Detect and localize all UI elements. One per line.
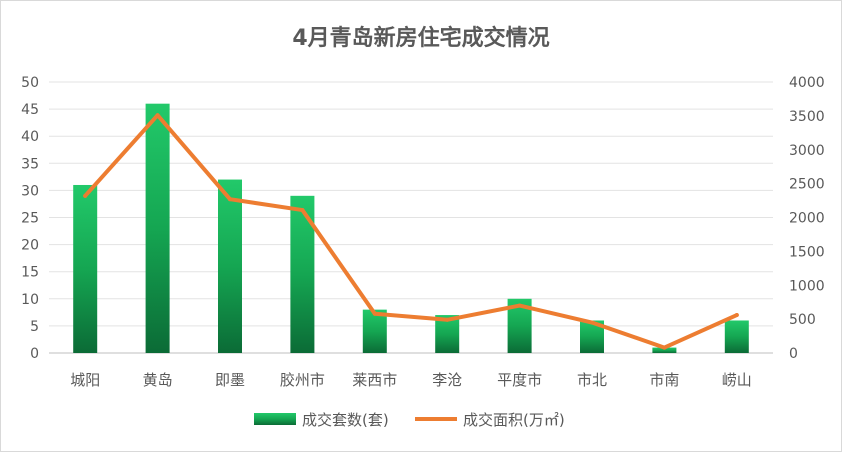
right-tick-label: 2000 xyxy=(789,211,825,227)
bar-series xyxy=(73,103,749,354)
legend-label-bar: 成交套数(套) xyxy=(302,411,389,429)
line-point xyxy=(590,320,594,325)
bar xyxy=(507,298,532,353)
line-point xyxy=(734,313,739,318)
right-tick-label: 2500 xyxy=(789,177,825,193)
line-point xyxy=(445,317,450,322)
left-tick-label: 30 xyxy=(21,183,39,199)
right-tick-label: 1000 xyxy=(789,278,825,294)
category-label: 莱西市 xyxy=(352,371,397,389)
bar xyxy=(73,184,98,353)
line-point xyxy=(83,193,88,198)
legend: 成交套数(套) 成交面积(万㎡) xyxy=(254,411,565,429)
line-point xyxy=(517,303,522,308)
gridlines xyxy=(49,81,773,354)
right-tick-label: 3000 xyxy=(789,143,825,159)
bar xyxy=(145,103,170,354)
line-path xyxy=(83,113,739,350)
bar xyxy=(724,320,749,353)
category-label: 城阳 xyxy=(70,371,100,389)
category-label: 胶州市 xyxy=(280,371,325,389)
left-tick-label: 0 xyxy=(30,346,39,362)
category-label: 平度市 xyxy=(497,371,542,389)
legend-swatch-bar xyxy=(254,413,296,425)
category-label: 市北 xyxy=(577,371,607,389)
line-point xyxy=(662,345,667,350)
line-point xyxy=(300,208,305,213)
left-tick-label: 35 xyxy=(21,156,39,172)
right-tick-label: 3500 xyxy=(789,109,825,125)
left-tick-label: 50 xyxy=(21,75,39,91)
left-tick-label: 5 xyxy=(30,319,39,335)
legend-label-line: 成交面积(万㎡) xyxy=(463,411,565,429)
right-tick-label: 0 xyxy=(789,346,798,362)
line-point xyxy=(155,113,160,118)
category-label: 市南 xyxy=(649,371,679,389)
left-axis: 0 5 10 15 20 25 30 35 40 45 50 xyxy=(21,75,39,362)
category-label: 即墨 xyxy=(215,371,245,389)
right-axis: 0 500 1000 1500 2000 2500 3000 3500 4000 xyxy=(789,75,825,362)
bar xyxy=(218,179,242,353)
line-series xyxy=(83,113,739,350)
bar xyxy=(652,347,677,353)
right-tick-label: 500 xyxy=(789,312,816,328)
left-tick-label: 15 xyxy=(21,265,39,281)
left-tick-label: 45 xyxy=(21,102,39,118)
chart-title: 4月青岛新房住宅成交情况 xyxy=(292,25,549,51)
left-tick-label: 40 xyxy=(21,129,39,145)
category-label: 李沧 xyxy=(432,371,462,389)
right-tick-label: 1500 xyxy=(789,244,825,260)
left-tick-label: 10 xyxy=(21,292,39,308)
left-tick-label: 25 xyxy=(21,211,39,227)
bar xyxy=(362,309,387,353)
left-tick-label: 20 xyxy=(21,238,39,254)
category-axis: 城阳 黄岛 即墨 胶州市 莱西市 李沧 平度市 市北 市南 崂山 xyxy=(70,371,752,389)
category-label: 崂山 xyxy=(722,371,752,389)
right-tick-label: 4000 xyxy=(789,75,825,91)
line-point xyxy=(228,197,232,202)
line-point xyxy=(372,311,377,316)
category-label: 黄岛 xyxy=(143,371,173,389)
